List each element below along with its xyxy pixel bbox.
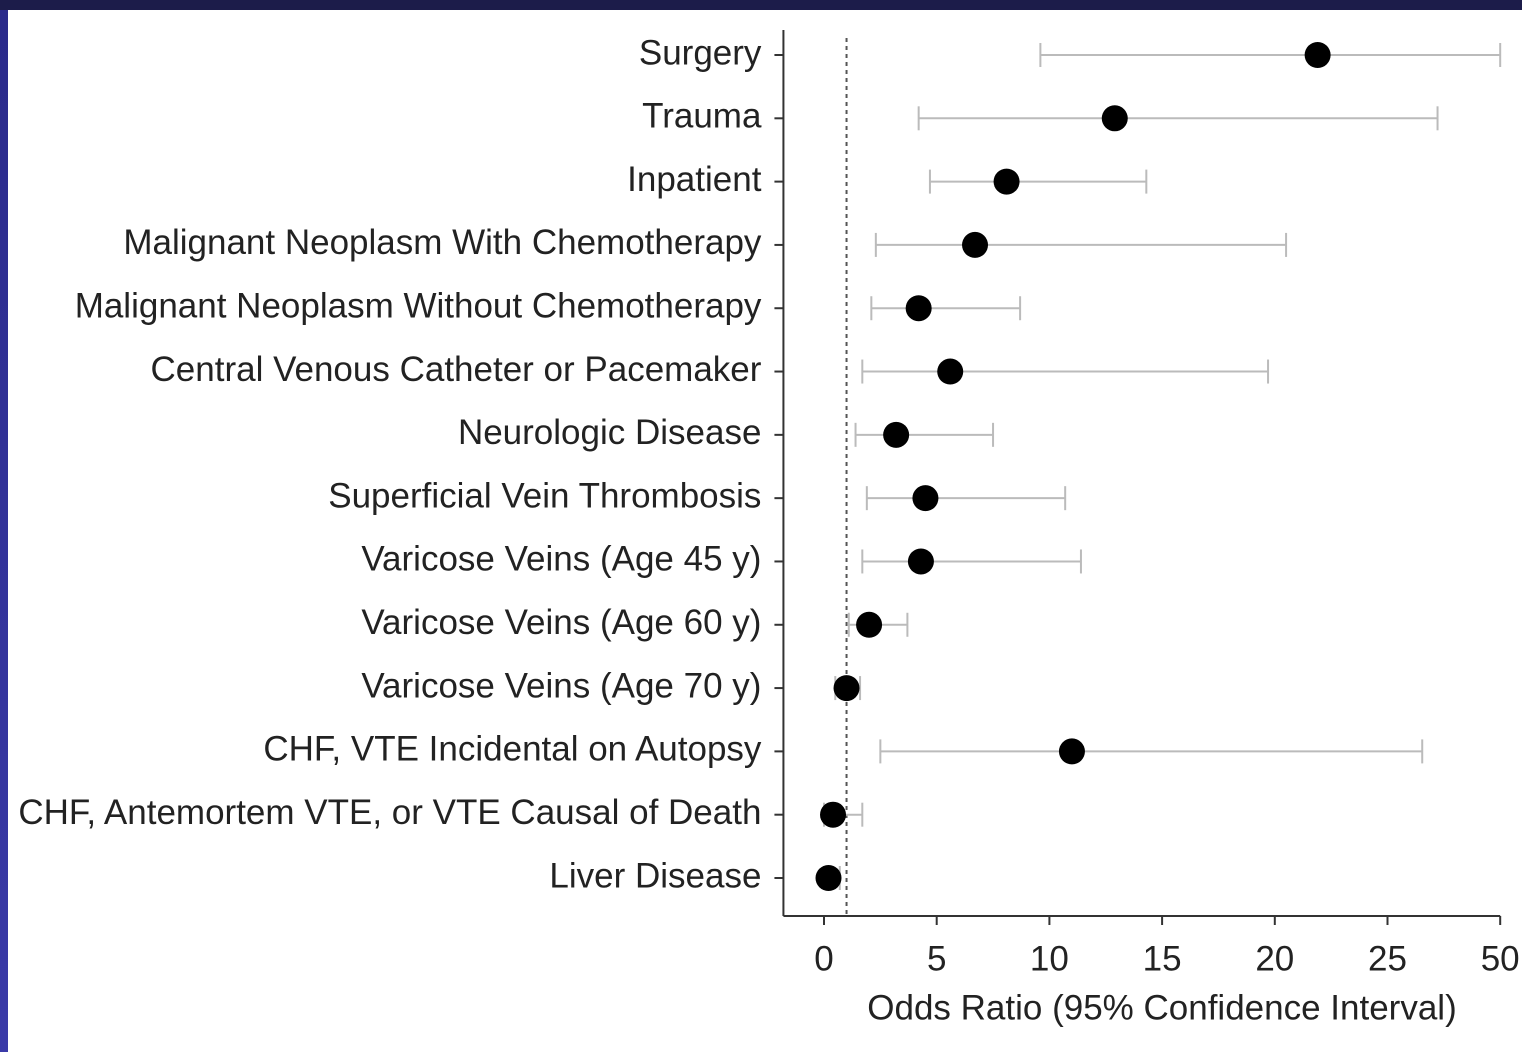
x-tick-label: 20	[1255, 939, 1294, 978]
y-tick-label: Surgery	[639, 33, 762, 72]
point	[1058, 738, 1085, 765]
x-tick-label: 10	[1030, 939, 1069, 978]
y-tick-label: Varicose Veins (Age 70 y)	[361, 666, 761, 705]
x-tick-label: 5	[927, 939, 946, 978]
point	[962, 231, 989, 258]
y-tick-label: Liver Disease	[549, 856, 761, 895]
y-tick-label: Varicose Veins (Age 45 y)	[361, 540, 761, 579]
y-tick-label: Malignant Neoplasm Without Chemotherapy	[75, 286, 762, 325]
point	[856, 611, 883, 638]
x-axis-label: Odds Ratio (95% Confidence Interval)	[867, 988, 1456, 1027]
point	[905, 295, 932, 322]
point	[833, 675, 860, 702]
point	[912, 485, 939, 512]
point	[815, 865, 842, 891]
point	[1304, 42, 1331, 68]
x-tick-label: 15	[1143, 939, 1182, 978]
point	[1101, 105, 1128, 132]
x-tick-label: 25	[1368, 939, 1407, 978]
y-tick-label: Central Venous Catheter or Pacemaker	[151, 350, 762, 389]
y-tick-label: Neurologic Disease	[458, 413, 761, 452]
y-tick-label: Superficial Vein Thrombosis	[328, 476, 761, 515]
point	[993, 168, 1020, 195]
y-tick-label: Malignant Neoplasm With Chemotherapy	[123, 223, 762, 262]
y-tick-label: CHF, VTE Incidental on Autopsy	[263, 730, 762, 769]
x-tick-label: 50	[1481, 939, 1520, 978]
panel	[8, 10, 1522, 1052]
x-tick-label: 0	[814, 939, 833, 978]
y-tick-label: Varicose Veins (Age 60 y)	[361, 603, 761, 642]
point	[883, 421, 910, 448]
y-tick-label: CHF, Antemortem VTE, or VTE Causal of De…	[18, 793, 761, 832]
y-tick-label: Inpatient	[627, 160, 762, 199]
point	[820, 801, 847, 828]
border-strip	[0, 10, 8, 1052]
y-tick-label: Trauma	[642, 97, 762, 136]
point	[937, 358, 964, 385]
point	[907, 548, 934, 575]
